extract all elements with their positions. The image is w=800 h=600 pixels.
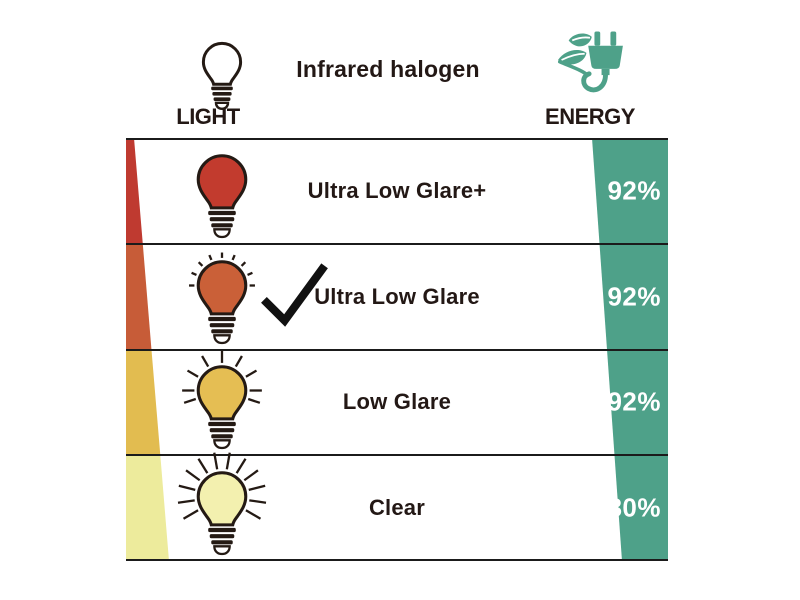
glare-wedge-segment-1 [126, 138, 143, 244]
energy-column-header: ENERGY [545, 104, 635, 129]
light-bulb-outline-icon [201, 41, 243, 111]
yellow-bulb-medium-rays-icon [182, 351, 262, 450]
table-row: Ultra Low Glare+ 92% [126, 138, 668, 244]
check-icon [261, 263, 328, 327]
short-rays [189, 252, 255, 287]
glare-wedge-segment-4 [126, 455, 169, 561]
table-row: Ultra Low Glare 92% [126, 244, 668, 350]
row-label: Low Glare [342, 389, 452, 415]
table-row: Low Glare 92% [126, 350, 668, 456]
light-column-header: LIGHT [176, 104, 240, 129]
energy-percentage: 92% [607, 281, 661, 312]
row-label: Ultra Low Glare+ [307, 177, 487, 203]
glare-wedge-segment-3 [126, 350, 161, 455]
comparison-table: Ultra Low Glare+ 92% [126, 138, 668, 561]
energy-percentage: 92% [607, 386, 661, 417]
glare-wedge-segment-2 [126, 244, 152, 350]
red-bulb-icon [196, 154, 248, 239]
table-row: Clear 80% [126, 452, 668, 561]
energy-percentage: 80% [607, 492, 661, 523]
row-label: Clear [368, 495, 426, 521]
product-title: Infrared halogen [296, 56, 480, 82]
energy-percentage: 92% [607, 175, 661, 206]
long-rays [177, 452, 267, 520]
row-label: Ultra Low Glare [314, 283, 480, 309]
orange-bulb-short-rays-icon [189, 252, 255, 344]
table-background [126, 138, 668, 561]
clear-bulb-long-rays-icon [177, 452, 267, 556]
medium-rays [182, 351, 262, 405]
eco-energy-plug-leaf-icon [557, 31, 623, 93]
